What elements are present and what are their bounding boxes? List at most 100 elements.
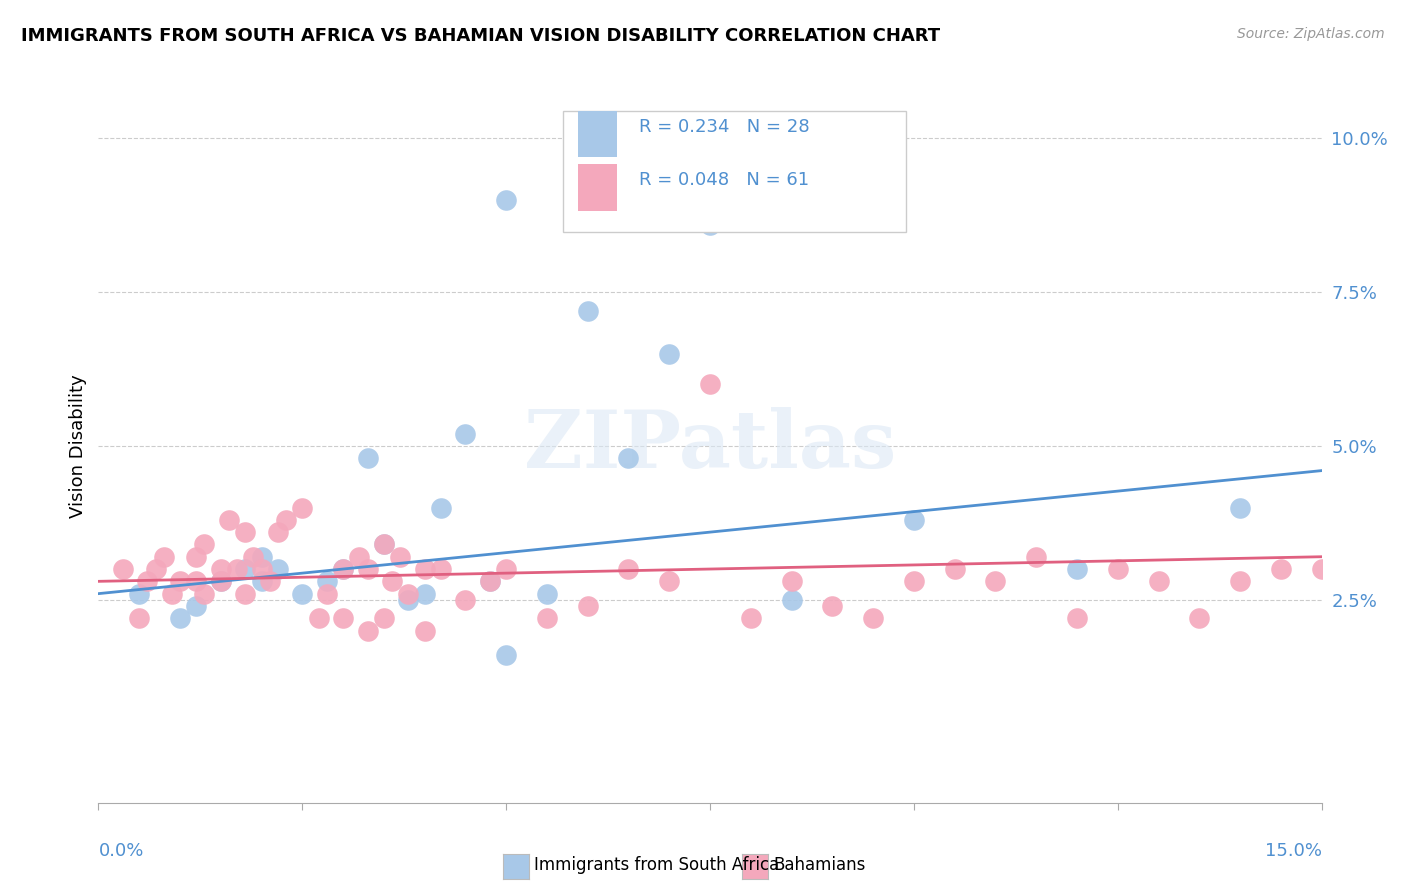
Point [943,562,966,576]
Point [267,562,290,576]
Point [430,562,453,576]
Point [495,648,517,662]
Point [381,574,404,589]
Point [250,574,273,589]
Point [903,574,925,589]
Point [862,611,884,625]
Text: ZIPatlas: ZIPatlas [524,407,896,485]
Text: IMMIGRANTS FROM SOUTH AFRICA VS BAHAMIAN VISION DISABILITY CORRELATION CHART: IMMIGRANTS FROM SOUTH AFRICA VS BAHAMIAN… [21,27,941,45]
FancyBboxPatch shape [564,111,905,232]
Point [356,562,378,576]
Point [356,451,378,466]
Point [1066,611,1088,625]
Point [1066,562,1088,576]
Point [780,592,803,607]
Point [1229,574,1251,589]
Point [1188,611,1211,625]
Point [1310,562,1333,576]
Point [160,587,183,601]
Text: R = 0.048   N = 61: R = 0.048 N = 61 [640,171,810,189]
Point [186,574,208,589]
Point [193,587,215,601]
Point [617,451,640,466]
Point [1229,500,1251,515]
Point [1270,562,1292,576]
Point [430,500,453,515]
Point [821,599,844,613]
Point [389,549,412,564]
Point [315,574,337,589]
Point [332,562,354,576]
Point [209,574,232,589]
Text: 0.0%: 0.0% [98,842,143,860]
Point [291,500,314,515]
Point [193,537,215,551]
Point [128,611,150,625]
Point [209,574,232,589]
Point [145,562,167,576]
Point [233,525,256,540]
Point [699,377,721,392]
Point [274,513,297,527]
Point [111,562,134,576]
Point [740,611,762,625]
Text: 15.0%: 15.0% [1264,842,1322,860]
Point [259,574,281,589]
Point [209,562,232,576]
FancyBboxPatch shape [578,111,617,157]
Text: Immigrants from South Africa: Immigrants from South Africa [534,856,779,874]
Point [658,574,681,589]
Point [332,562,354,576]
Point [315,587,337,601]
Text: Bahamians: Bahamians [773,856,866,874]
Text: R = 0.234   N = 28: R = 0.234 N = 28 [640,118,810,136]
Point [169,611,191,625]
Point [373,611,395,625]
Point [495,193,517,207]
Point [233,562,256,576]
Y-axis label: Vision Disability: Vision Disability [69,374,87,518]
FancyBboxPatch shape [578,164,617,211]
Point [332,611,354,625]
Point [226,562,249,576]
Point [152,549,174,564]
Point [218,513,240,527]
Point [984,574,1007,589]
Point [1025,549,1047,564]
Point [396,592,419,607]
Point [128,587,150,601]
Point [356,624,378,638]
Point [658,347,681,361]
Point [536,611,558,625]
Point [242,549,264,564]
Point [1107,562,1129,576]
Point [536,587,558,601]
Text: Source: ZipAtlas.com: Source: ZipAtlas.com [1237,27,1385,41]
Point [396,587,419,601]
Point [373,537,395,551]
Point [413,624,436,638]
Point [136,574,159,589]
Point [250,562,273,576]
Point [413,562,436,576]
Point [233,587,256,601]
Point [186,599,208,613]
Point [454,426,477,441]
Point [780,574,803,589]
Point [186,549,208,564]
Point [617,562,640,576]
Point [478,574,501,589]
Point [576,303,599,318]
Point [903,513,925,527]
Point [308,611,330,625]
Point [250,549,273,564]
Point [478,574,501,589]
Point [576,599,599,613]
Point [699,218,721,232]
Point [291,587,314,601]
Point [413,587,436,601]
Point [454,592,477,607]
Point [267,525,290,540]
Point [373,537,395,551]
Point [169,574,191,589]
